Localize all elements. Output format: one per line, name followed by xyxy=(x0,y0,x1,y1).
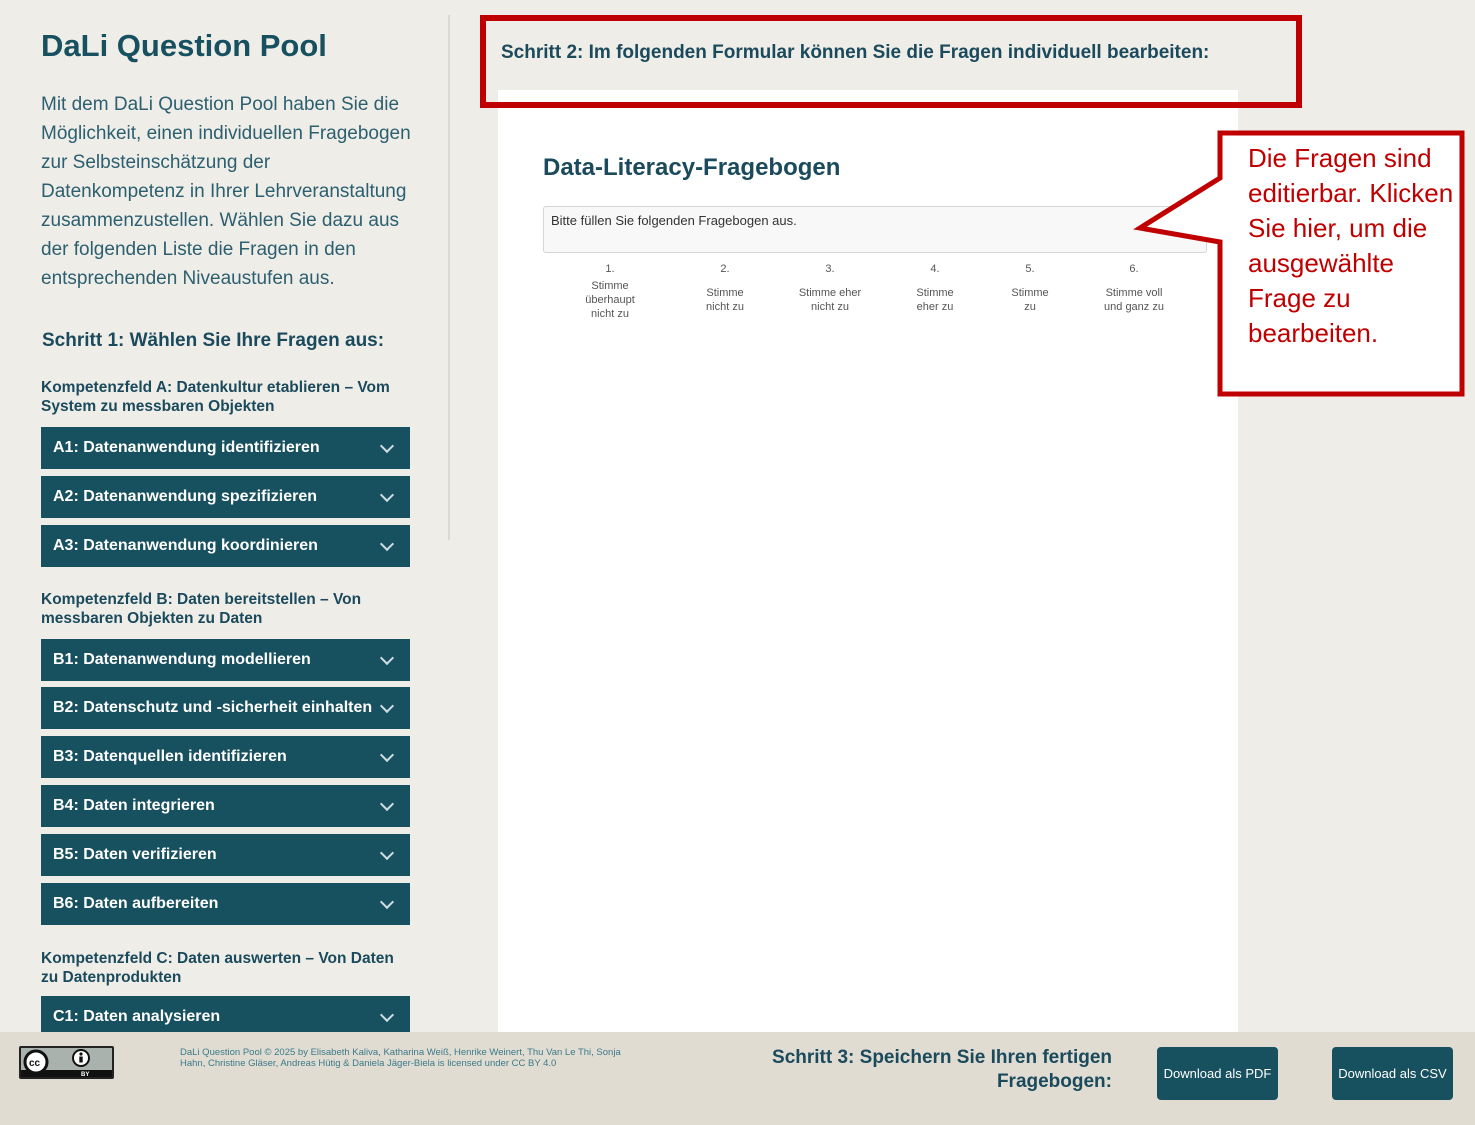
group-c-label: Kompetenzfeld C: Daten auswerten – Von D… xyxy=(41,950,394,986)
chevron-down-icon xyxy=(379,747,395,762)
scale-option-1: 1. Stimme überhaupt nicht zu xyxy=(565,262,655,321)
scale-number: 4. xyxy=(930,263,940,275)
divider xyxy=(448,15,450,540)
chevron-down-icon xyxy=(379,845,395,860)
scale-label: Stimme voll und ganz zu xyxy=(1104,287,1164,313)
accordion-b6[interactable]: B6: Daten aufbereiten xyxy=(41,883,410,925)
scale-option-5: 5. Stimme zu xyxy=(985,262,1075,314)
scale-option-2: 2. Stimme nicht zu xyxy=(680,262,770,314)
step3-heading: Schritt 3: Speichern Sie Ihren fertigen … xyxy=(772,1047,1112,1092)
cc-by-icon: BY cc xyxy=(21,1049,112,1078)
group-b-label: Kompetenzfeld B: Daten bereitstellen – V… xyxy=(41,591,362,627)
scale-option-3: 3. Stimme eher nicht zu xyxy=(785,262,875,314)
chevron-down-icon xyxy=(379,796,395,811)
app-title: DaLi Question Pool xyxy=(41,28,327,63)
svg-text:cc: cc xyxy=(29,1058,41,1069)
scale-label: Stimme nicht zu xyxy=(706,287,744,313)
chevron-down-icon xyxy=(379,438,395,453)
accordion-a2[interactable]: A2: Datenanwendung spezifizieren xyxy=(41,476,410,518)
form-title[interactable]: Data-Literacy-Fragebogen xyxy=(543,154,841,181)
accordion-b2[interactable]: B2: Datenschutz und -sicherheit einhalte… xyxy=(41,687,410,729)
scale-option-4: 4. Stimme eher zu xyxy=(890,262,980,314)
accordion-label: B1: Datenanwendung modellieren xyxy=(53,651,311,668)
accordion-b1[interactable]: B1: Datenanwendung modellieren xyxy=(41,639,410,681)
accordion-label: A2: Datenanwendung spezifizieren xyxy=(53,488,318,505)
accordion-a3[interactable]: A3: Datenanwendung koordinieren xyxy=(41,525,410,567)
license-text[interactable]: DaLi Question Pool © 2025 by Elisabeth K… xyxy=(180,1047,621,1069)
step1-heading: Schritt 1: Wählen Sie Ihre Fragen aus: xyxy=(42,330,385,351)
scale-option-6: 6. Stimme voll und ganz zu xyxy=(1089,262,1179,314)
accordion-b4[interactable]: B4: Daten integrieren xyxy=(41,785,410,827)
chevron-down-icon xyxy=(379,1007,395,1022)
accordion-c1[interactable]: C1: Daten analysieren xyxy=(41,996,410,1038)
accordion-label: B6: Daten aufbereiten xyxy=(53,895,219,912)
accordion-label: B4: Daten integrieren xyxy=(53,797,215,814)
group-a-label: Kompetenzfeld A: Datenkultur etablieren … xyxy=(41,379,390,415)
accordion-label: A1: Datenanwendung identifizieren xyxy=(53,439,320,456)
accordion-label: B3: Datenquellen identifizieren xyxy=(53,748,287,765)
cc-by-license-logo[interactable]: BY cc xyxy=(19,1046,114,1079)
step2-heading: Schritt 2: Im folgenden Formular können … xyxy=(501,42,1210,63)
scale-number: 2. xyxy=(720,263,730,275)
accordion-label: B5: Daten verifizieren xyxy=(53,846,217,863)
scale-number: 3. xyxy=(825,263,835,275)
accordion-a1[interactable]: A1: Datenanwendung identifizieren xyxy=(41,427,410,469)
chevron-down-icon xyxy=(379,536,395,551)
chevron-down-icon xyxy=(379,650,395,665)
download-pdf-button[interactable]: Download als PDF xyxy=(1157,1047,1278,1100)
accordion-label: B2: Datenschutz und -sicherheit einhalte… xyxy=(53,699,373,716)
download-csv-button[interactable]: Download als CSV xyxy=(1332,1047,1453,1100)
intro-text: Mit dem DaLi Question Pool haben Sie die… xyxy=(41,94,411,289)
chevron-down-icon xyxy=(379,698,395,713)
scale-label: Stimme eher nicht zu xyxy=(798,287,862,313)
callout-text: Die Fragen sind editierbar. Klicken Sie … xyxy=(1248,143,1454,348)
accordion-b3[interactable]: B3: Datenquellen identifizieren xyxy=(41,736,410,778)
accordion-label: C1: Daten analysieren xyxy=(53,1008,221,1025)
chevron-down-icon xyxy=(379,894,395,909)
scale-label: Stimme überhaupt nicht zu xyxy=(585,280,635,320)
scale-number: 5. xyxy=(1025,263,1035,275)
scale-label: Stimme zu xyxy=(1011,287,1049,313)
scale-number: 6. xyxy=(1129,263,1139,275)
accordion-label: A3: Datenanwendung koordinieren xyxy=(53,537,318,554)
svg-text:BY: BY xyxy=(81,1072,89,1077)
chevron-down-icon xyxy=(379,487,395,502)
scale-label: Stimme eher zu xyxy=(916,287,954,313)
instruction-field[interactable]: Bitte füllen Sie folgenden Fragebogen au… xyxy=(543,206,1207,253)
scale-number: 1. xyxy=(605,263,615,275)
accordion-b5[interactable]: B5: Daten verifizieren xyxy=(41,834,410,876)
